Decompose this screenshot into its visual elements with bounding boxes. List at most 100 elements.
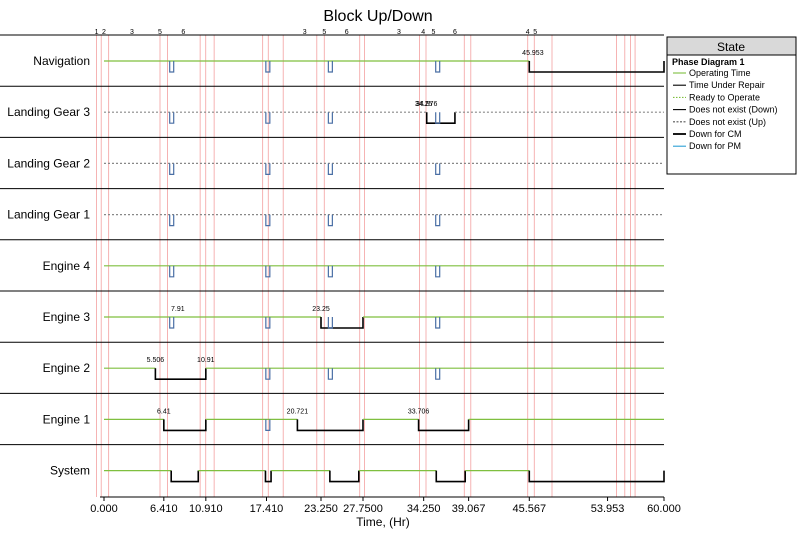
cm-down-segment	[320, 317, 364, 329]
phase-marker: 3	[397, 29, 401, 36]
notch	[435, 214, 441, 227]
x-tick-label: 53.953	[591, 503, 625, 515]
notch	[265, 112, 271, 124]
notch	[327, 61, 333, 73]
row-navigation: Navigation	[33, 54, 665, 73]
x-tick-label: 27.7500	[343, 503, 383, 515]
annotation: 23.25	[312, 306, 330, 313]
notch	[327, 163, 333, 175]
annotation: 45.953	[522, 50, 544, 57]
phase-marker: 6	[181, 29, 185, 36]
row-label: Engine 1	[43, 412, 91, 426]
notch	[327, 317, 333, 329]
x-tick-label: 34.250	[407, 503, 441, 515]
legend-title: State	[717, 40, 745, 54]
row-label: Engine 3	[43, 310, 91, 324]
notch	[265, 214, 271, 227]
cm-down-segment	[417, 419, 470, 432]
row-system: System	[50, 464, 665, 483]
legend-box	[666, 36, 797, 175]
notch	[435, 112, 441, 124]
chart-title: Block Up/Down	[323, 8, 432, 25]
annotation: 33.706	[408, 408, 430, 415]
notch	[169, 112, 175, 124]
notch	[169, 214, 175, 227]
phase-marker: 2	[102, 29, 106, 36]
notch	[265, 61, 271, 73]
cm-down-segment	[528, 470, 665, 483]
notch	[169, 163, 175, 175]
row-landing-gear-1: Landing Gear 1	[7, 208, 664, 227]
legend: State Phase Diagram 1 Operating Time Time…	[666, 36, 797, 175]
phase-marker: 6	[345, 29, 349, 36]
annotation: 5.506	[147, 357, 165, 364]
row-label: Landing Gear 2	[7, 156, 90, 170]
notch	[169, 317, 175, 329]
legend-items: Operating Time Time Under Repair Ready to …	[673, 68, 778, 151]
notch	[265, 419, 271, 431]
row-landing-gear-3: Landing Gear 3	[7, 105, 664, 124]
legend-label: Does not exist (Down)	[689, 105, 778, 115]
row-landing-gear-2: Landing Gear 2	[7, 156, 664, 175]
phase-marker: 6	[453, 29, 457, 36]
x-tick-label: 45.567	[512, 503, 546, 515]
notch	[435, 317, 441, 329]
phase-marker: 5	[533, 29, 537, 36]
legend-label: Ready to Operate	[689, 92, 760, 102]
legend-subtitle: Phase Diagram 1	[672, 57, 745, 67]
phase-marker: 5	[432, 29, 436, 36]
annotation: 34.576	[416, 101, 438, 108]
row-engine-3: Engine 3	[43, 310, 664, 329]
row-label: Engine 2	[43, 361, 91, 375]
x-tick-label: 60.000	[647, 503, 681, 515]
row-label: System	[50, 464, 90, 478]
x-tick-label: 0.000	[90, 503, 118, 515]
cm-down-segment	[264, 470, 272, 483]
row-separators	[0, 34, 664, 446]
notch	[435, 265, 441, 278]
cm-down-segment	[329, 470, 360, 483]
row-engine-1: Engine 1	[43, 412, 664, 432]
notch	[327, 368, 333, 380]
cm-down-segment	[163, 419, 207, 432]
annotation: 20.721	[287, 408, 309, 415]
notch	[265, 368, 271, 380]
row-label: Landing Gear 3	[7, 105, 90, 119]
cm-down-segment	[296, 419, 364, 432]
phase-marker: 4	[421, 29, 425, 36]
notch	[435, 61, 441, 73]
cm-down-segment	[154, 368, 207, 380]
annotation: 7.91	[171, 306, 185, 313]
phase-marker: 5	[158, 29, 162, 36]
row-engine-2: Engine 2	[43, 361, 664, 380]
rows: Navigation Landing Gear 3 Landing Gear 2 La…	[7, 54, 665, 483]
legend-label: Does not exist (Up)	[689, 117, 766, 127]
x-tick-label: 6.410	[150, 503, 178, 515]
x-tick-label: 17.410	[250, 503, 284, 515]
annotation: 10.91	[197, 357, 215, 364]
legend-label: Down for CM	[689, 129, 742, 139]
notch	[327, 265, 333, 278]
cm-down-segment	[528, 61, 665, 73]
x-axis-label: Time, (Hr)	[356, 515, 410, 529]
x-tick-label: 10.910	[189, 503, 223, 515]
row-label: Engine 4	[43, 259, 91, 273]
legend-label: Down for PM	[689, 141, 741, 151]
row-label: Landing Gear 1	[7, 208, 90, 222]
phase-marker: 5	[322, 29, 326, 36]
row-label: Navigation	[33, 54, 90, 68]
cm-down-segment	[435, 470, 466, 483]
notch	[265, 317, 271, 329]
legend-label: Time Under Repair	[689, 80, 765, 90]
annotation: 34.25	[415, 101, 433, 108]
annotation: 6.41	[157, 408, 171, 415]
legend-label: Operating Time	[689, 68, 751, 78]
x-axis: 0.000 6.410 10.910 17.410 23.250 27.7500 34.25…	[90, 496, 681, 515]
phase-marker: 3	[303, 29, 307, 36]
notch	[169, 61, 175, 73]
notch	[265, 163, 271, 175]
row-engine-4: Engine 4	[43, 259, 664, 278]
notch	[327, 112, 333, 124]
